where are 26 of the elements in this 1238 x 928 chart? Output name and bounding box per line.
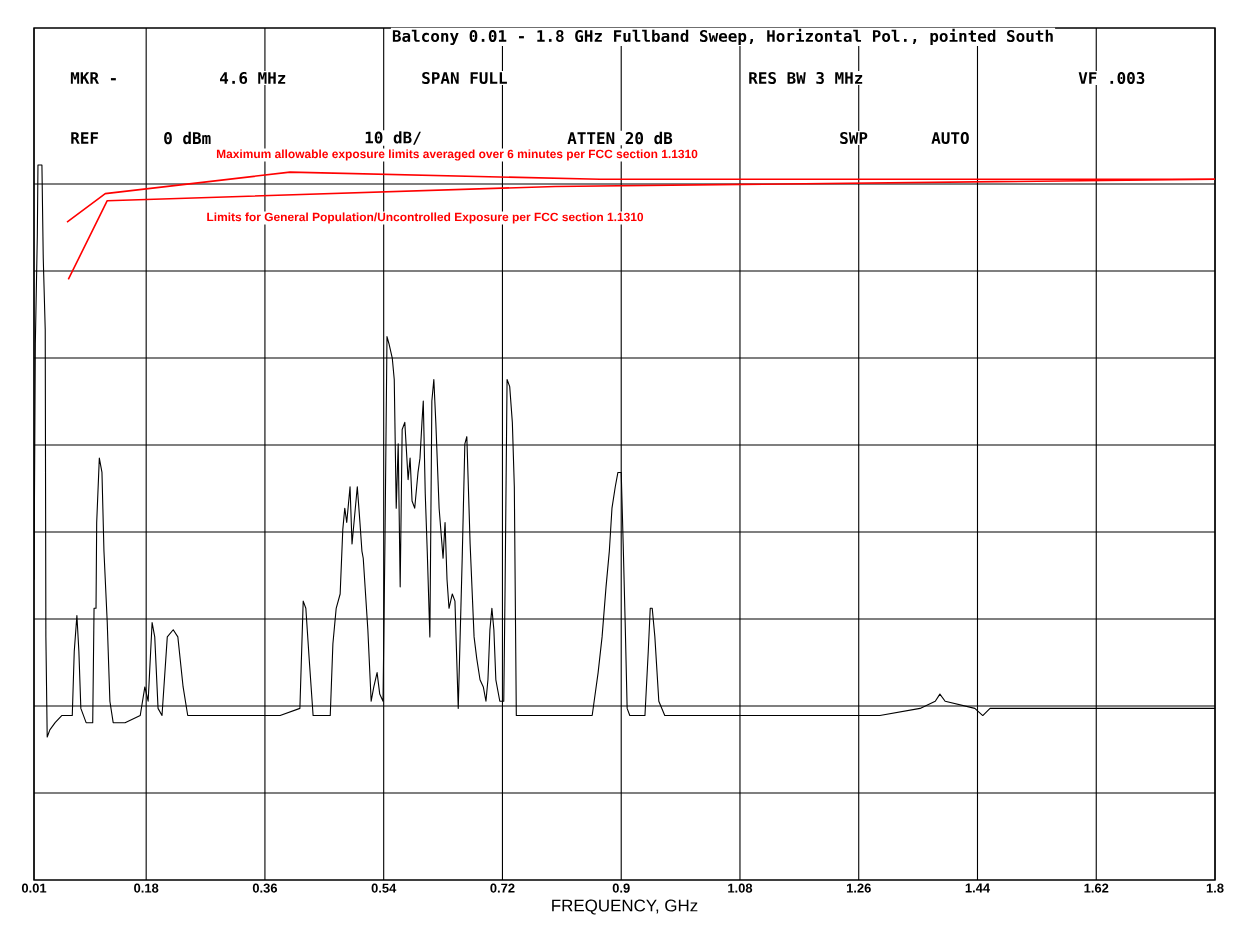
x-axis-title: FREQUENCY, GHz: [552, 899, 698, 915]
text: SPAN FULL: [422, 71, 507, 85]
x-tick-label: 0.9: [612, 883, 630, 893]
x-tick-label: 1.62: [1084, 883, 1109, 893]
x-tick-label: 0.72: [490, 883, 515, 893]
text: SWP: [840, 131, 868, 145]
series-label: Maximum allowable exposure limits averaged over 6 minutes per FCC section 1.1310: [216, 149, 698, 161]
series-label: Limits for General Population/Uncontrolled Exposure per FCC section 1.1310: [207, 212, 644, 224]
text: 4.6 MHz: [220, 71, 286, 85]
x-tick-label: 0.01: [21, 883, 47, 893]
x-tick-label: 0.18: [134, 883, 159, 893]
x-tick-label: 1.8: [1206, 883, 1224, 893]
x-tick-label: 1.08: [728, 883, 753, 893]
text: ATTEN 20 dB: [567, 131, 673, 145]
x-tick-label: 1.26: [846, 883, 871, 893]
x-tick-label: 1.44: [965, 883, 991, 893]
chart-title: Balcony 0.01 - 1.8 GHz Fullband Sweep, Horizontal Pol., pointed South: [392, 28, 1053, 46]
text: MKR -: [70, 72, 116, 84]
text: RES BW 3 MHz: [749, 71, 863, 85]
x-tick-label: 0.36: [252, 883, 278, 893]
text: REF: [71, 132, 99, 144]
x-tick-label: 0.54: [371, 883, 397, 893]
text: 10 dB/: [365, 131, 421, 145]
text: 0 dBm: [164, 131, 211, 145]
text: AUTO: [931, 131, 969, 145]
text: VF .003: [1078, 71, 1145, 85]
